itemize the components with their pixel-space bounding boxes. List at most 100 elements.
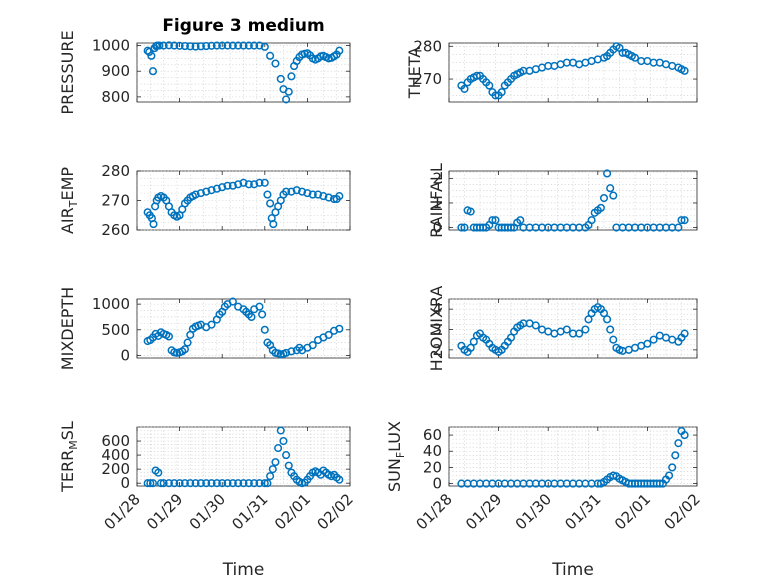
data-point: [239, 479, 248, 488]
x-tick-label: 02/02: [314, 490, 357, 533]
data-point: [212, 41, 221, 50]
data-point: [159, 41, 168, 50]
series-markers: [457, 169, 689, 232]
y-axis-label: RAINFALL: [427, 163, 446, 238]
x-tick-label: 02/01: [611, 490, 654, 533]
x-axis-label: Time: [551, 560, 594, 580]
y-axis-label: TERRMSL: [58, 421, 80, 493]
y-axis-label: H2OMIXRA: [427, 286, 446, 372]
data-point: [183, 338, 192, 347]
data-point: [250, 41, 259, 50]
y-tick-label: 500: [101, 321, 130, 339]
y-tick-label: 280: [101, 162, 130, 180]
data-point: [228, 41, 237, 50]
data-point: [516, 216, 525, 225]
data-point: [677, 216, 686, 225]
data-point: [282, 451, 291, 460]
data-point: [266, 199, 275, 208]
y-axis-label: AIRTEMP: [58, 167, 80, 234]
y-tick-label: 0: [432, 219, 442, 237]
data-point: [497, 88, 506, 97]
data-point: [164, 41, 173, 50]
data-point: [186, 479, 195, 488]
chart-title: Figure 3 medium: [162, 16, 324, 36]
data-point: [575, 329, 584, 338]
data-point: [148, 67, 158, 76]
data-point: [191, 479, 200, 488]
data-point: [175, 479, 184, 488]
y-tick-label: 2: [432, 169, 442, 187]
data-point: [674, 223, 683, 232]
x-tick-label: 01/30: [512, 490, 555, 533]
x-tick-label: 01/29: [462, 490, 505, 533]
data-point: [287, 347, 296, 356]
subplot-5: 0 500 1000 MIXDEPTH: [58, 287, 351, 370]
data-point: [680, 66, 689, 75]
data-point: [207, 320, 216, 329]
data-point: [191, 42, 200, 51]
data-point: [655, 479, 664, 488]
x-tick-label: 02/02: [661, 490, 704, 533]
data-point: [202, 479, 211, 488]
data-point: [234, 41, 243, 50]
y-tick-label: 4: [432, 300, 442, 318]
data-point: [260, 325, 269, 334]
data-point: [266, 51, 275, 60]
series-markers: [143, 297, 344, 359]
data-point: [292, 186, 301, 195]
data-point: [228, 479, 237, 488]
data-point: [335, 46, 344, 55]
data-point: [255, 302, 264, 311]
data-point: [263, 479, 272, 488]
data-point: [260, 479, 269, 488]
data-point: [223, 181, 232, 190]
y-axis-label: SUNFLUX: [385, 421, 407, 492]
y-tick-label: 0: [432, 475, 442, 493]
data-point: [649, 335, 658, 344]
data-point: [279, 436, 288, 446]
data-point: [244, 479, 253, 488]
x-tick-label: 01/29: [143, 490, 186, 533]
data-point: [282, 187, 291, 196]
data-point: [143, 479, 152, 488]
data-point: [260, 42, 269, 51]
data-point: [228, 181, 237, 190]
axes-frame: [136, 42, 351, 103]
data-point: [274, 444, 283, 453]
data-point: [314, 190, 323, 199]
data-point: [324, 330, 333, 339]
data-point: [170, 479, 179, 488]
data-point: [271, 458, 280, 467]
data-point: [218, 41, 227, 50]
data-point: [599, 309, 609, 318]
y-tick-label: 1: [432, 194, 442, 212]
axes-frame: [448, 42, 698, 103]
axes-frame: [448, 170, 698, 231]
data-point: [266, 472, 275, 481]
data-point: [603, 169, 612, 178]
data-point: [531, 321, 540, 330]
data-point: [665, 471, 674, 480]
y-tick-label: 1000: [92, 295, 130, 313]
data-point: [680, 329, 689, 338]
data-point: [239, 41, 248, 50]
y-tick-label: 260: [101, 221, 130, 239]
data-point: [196, 42, 205, 51]
data-point: [606, 325, 615, 334]
data-point: [460, 223, 469, 232]
x-tick-label: 01/28: [101, 490, 144, 533]
y-tick-label: 400: [101, 446, 130, 464]
data-point: [680, 216, 689, 225]
data-point: [335, 324, 344, 333]
data-point: [247, 312, 256, 322]
data-point: [643, 339, 652, 348]
y-tick-label: 270: [413, 70, 442, 88]
data-point: [196, 479, 205, 488]
data-point: [234, 479, 243, 488]
series-markers: [457, 303, 689, 356]
y-axis-label: THETA: [405, 47, 424, 99]
data-point: [228, 297, 237, 306]
y-tick-label: 40: [423, 442, 442, 460]
